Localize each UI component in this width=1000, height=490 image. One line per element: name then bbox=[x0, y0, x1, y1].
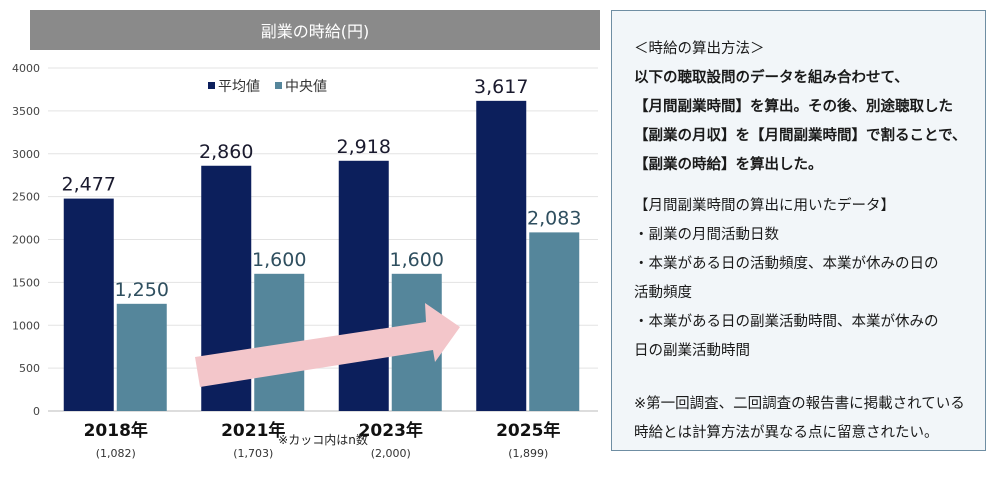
data-item: ・副業の月間活動日数 bbox=[634, 227, 779, 243]
note-line: 【副業の時給】を算出した。 bbox=[634, 157, 823, 173]
x-tick-label: 2021年 bbox=[221, 420, 285, 441]
y-tick-label: 4000 bbox=[12, 62, 40, 75]
data-label: 1,600 bbox=[252, 249, 306, 271]
data-label: 1,250 bbox=[115, 279, 169, 301]
bar-mean bbox=[338, 160, 389, 411]
sample-size-label: (2,000) bbox=[371, 447, 411, 460]
data-label: 1,600 bbox=[390, 249, 444, 271]
note-heading: ＜時給の算出方法＞ bbox=[634, 41, 765, 57]
data-item: 日の副業活動時間 bbox=[634, 343, 750, 359]
y-tick-label: 1500 bbox=[12, 276, 40, 289]
y-tick-label: 2000 bbox=[12, 234, 40, 247]
y-tick-label: 3000 bbox=[12, 148, 40, 161]
bar-median bbox=[529, 232, 580, 411]
method-note-box: ＜時給の算出方法＞ 以下の聴取設問のデータを組み合わせて、 【月間副業時間】を算… bbox=[611, 10, 986, 451]
data-label: 2,860 bbox=[199, 141, 253, 163]
y-tick-label: 1000 bbox=[12, 319, 40, 332]
data-label: 3,617 bbox=[474, 76, 528, 98]
trend-arrow bbox=[195, 303, 460, 387]
x-tick-label: 2025年 bbox=[496, 420, 560, 441]
footnote: ※カッコ内はn数 bbox=[278, 432, 368, 447]
y-tick-label: 2500 bbox=[12, 191, 40, 204]
x-tick-label: 2023年 bbox=[359, 420, 423, 441]
data-item: ・本業がある日の活動頻度、本業が休みの日の bbox=[634, 256, 939, 272]
y-tick-label: 0 bbox=[33, 405, 40, 418]
note-line: 【副業の月収】を【月間副業時間】で割ることで、 bbox=[634, 128, 967, 144]
y-tick-label: 3500 bbox=[12, 105, 40, 118]
legend-label-median: 中央値 bbox=[285, 79, 327, 95]
note-line: 【月間副業時間】を算出。その後、別途聴取した bbox=[634, 99, 953, 115]
chart-title: 副業の時給(円) bbox=[261, 22, 370, 41]
bar-chart: 副業の時給(円) 0 500 1000 1500 2000 2500 3000 3500 400… bbox=[12, 10, 600, 460]
data-label: 2,477 bbox=[62, 174, 116, 196]
sample-size-label: (1,703) bbox=[233, 447, 273, 460]
remark-line: 時給とは計算方法が異なる点に留意されたい。 bbox=[634, 425, 939, 441]
data-item: ・本業がある日の副業活動時間、本業が休みの bbox=[634, 314, 939, 330]
data-label: 2,083 bbox=[527, 207, 581, 229]
bar-median bbox=[116, 303, 167, 411]
sample-size-label: (1,899) bbox=[508, 447, 548, 460]
remark-line: ※第一回調査、二回調査の報告書に掲載されている bbox=[634, 396, 965, 412]
bar-mean bbox=[476, 100, 527, 411]
bar-mean bbox=[63, 198, 114, 411]
legend: 平均値 中央値 bbox=[208, 79, 327, 95]
legend-swatch-median bbox=[275, 82, 282, 89]
x-tick-label: 2018年 bbox=[84, 420, 148, 441]
note-line: 以下の聴取設問のデータを組み合わせて、 bbox=[634, 70, 909, 86]
legend-label-mean: 平均値 bbox=[218, 79, 260, 95]
data-label: 2,918 bbox=[337, 136, 391, 158]
legend-swatch-mean bbox=[208, 82, 215, 89]
sample-size-label: (1,082) bbox=[96, 447, 136, 460]
y-tick-label: 500 bbox=[19, 362, 40, 375]
data-heading: 【月間副業時間の算出に用いたデータ】 bbox=[634, 198, 895, 214]
data-item: 活動頻度 bbox=[634, 285, 692, 301]
chart-title-bar bbox=[30, 10, 600, 50]
